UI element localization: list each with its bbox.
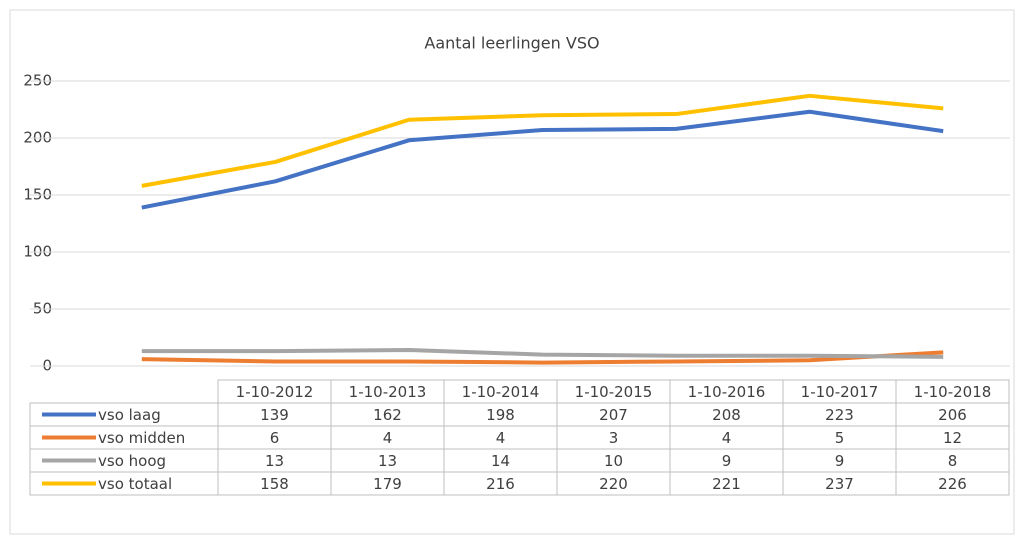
table-value: 237 bbox=[825, 475, 854, 493]
table-value: 14 bbox=[491, 452, 510, 470]
table-value: 10 bbox=[604, 452, 623, 470]
table-value: 9 bbox=[722, 452, 732, 470]
table-value: 9 bbox=[835, 452, 845, 470]
table-header: 1-10-2015 bbox=[575, 383, 653, 401]
table-header: 1-10-2017 bbox=[801, 383, 879, 401]
series-line bbox=[141, 350, 944, 365]
table-value: 221 bbox=[712, 475, 741, 493]
table-value: 3 bbox=[609, 429, 619, 447]
table-value: 6 bbox=[270, 429, 280, 447]
table-value: 13 bbox=[378, 452, 397, 470]
table-value: 220 bbox=[599, 475, 628, 493]
table-value: 13 bbox=[265, 452, 284, 470]
chart-title: Aantal leerlingen VSO bbox=[424, 34, 599, 53]
table-value: 198 bbox=[486, 406, 515, 424]
table-header: 1-10-2012 bbox=[236, 383, 314, 401]
table-value: 162 bbox=[373, 406, 402, 424]
table-value: 223 bbox=[825, 406, 854, 424]
table-value: 179 bbox=[373, 475, 402, 493]
table-cell bbox=[895, 471, 1010, 496]
table-value: 206 bbox=[938, 406, 967, 424]
table-value: 208 bbox=[712, 406, 741, 424]
legend-label: vso totaal bbox=[98, 475, 172, 493]
table-value: 216 bbox=[486, 475, 515, 493]
table-value: 139 bbox=[260, 406, 289, 424]
table-header: 1-10-2018 bbox=[914, 383, 992, 401]
table-header: 1-10-2016 bbox=[688, 383, 766, 401]
table-value: 4 bbox=[496, 429, 506, 447]
table-value: 226 bbox=[938, 475, 967, 493]
table-value: 207 bbox=[599, 406, 628, 424]
legend-label: vso midden bbox=[98, 429, 185, 447]
table-value: 5 bbox=[835, 429, 845, 447]
table-value: 8 bbox=[948, 452, 958, 470]
series-line bbox=[141, 93, 944, 188]
table-header: 1-10-2013 bbox=[349, 383, 427, 401]
series-line bbox=[141, 109, 944, 210]
table-header: 1-10-2014 bbox=[462, 383, 540, 401]
legend-label: vso laag bbox=[98, 406, 161, 424]
table-value: 4 bbox=[383, 429, 393, 447]
table-value: 12 bbox=[943, 429, 962, 447]
table-value: 158 bbox=[260, 475, 289, 493]
legend-label: vso hoog bbox=[98, 452, 166, 470]
table-value: 4 bbox=[722, 429, 732, 447]
series-line bbox=[141, 348, 944, 359]
